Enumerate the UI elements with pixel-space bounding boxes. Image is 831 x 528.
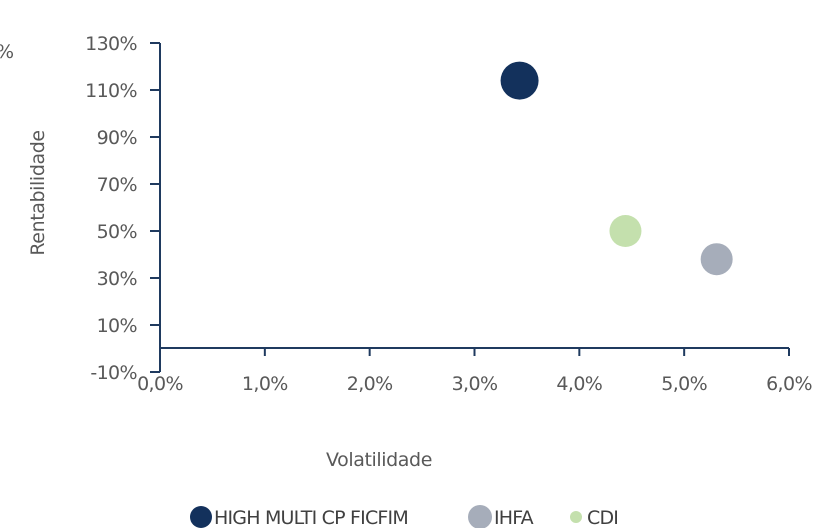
legend: HIGH MULTI CP FICFIM IHFA CDI bbox=[190, 505, 619, 528]
y-tick-label: 70% bbox=[97, 174, 137, 196]
y-axis-title: Rentabilidade bbox=[27, 130, 49, 255]
y-tick-label: 90% bbox=[97, 127, 137, 149]
x-axis-title: Volatilidade bbox=[326, 449, 432, 471]
legend-marker bbox=[190, 506, 212, 528]
x-tick-label: 4,0% bbox=[556, 373, 602, 395]
data-point bbox=[500, 61, 539, 100]
y-tick-label: 110% bbox=[85, 80, 137, 102]
y-tick-label: -10% bbox=[90, 362, 137, 384]
legend-label: CDI bbox=[587, 507, 618, 528]
legend-marker bbox=[468, 505, 492, 528]
y-tick-label: 50% bbox=[97, 221, 137, 243]
x-tick-label: 1,0% bbox=[242, 373, 288, 395]
x-tick-label: 6,0% bbox=[766, 373, 812, 395]
x-tick-label: 5,0% bbox=[661, 373, 707, 395]
x-tick-label: 0,0% bbox=[137, 373, 183, 395]
data-point bbox=[609, 215, 642, 247]
x-tick-label: 3,0% bbox=[452, 373, 498, 395]
clipped-edge-label: % bbox=[0, 41, 13, 63]
legend-label: HIGH MULTI CP FICFIM bbox=[214, 507, 408, 528]
axes: -10% 10% 30% 50% 70% 90% 110% 130% 0,0% 1,0% 2,0% 3… bbox=[85, 33, 812, 395]
data-points bbox=[500, 61, 733, 276]
y-tick-label: 30% bbox=[97, 268, 137, 290]
legend-marker bbox=[570, 511, 582, 523]
y-tick-label: 130% bbox=[85, 33, 137, 55]
x-tick-label: 2,0% bbox=[347, 373, 393, 395]
legend-label: IHFA bbox=[494, 507, 534, 528]
y-tick-label: 10% bbox=[97, 315, 137, 337]
data-point bbox=[700, 243, 733, 276]
